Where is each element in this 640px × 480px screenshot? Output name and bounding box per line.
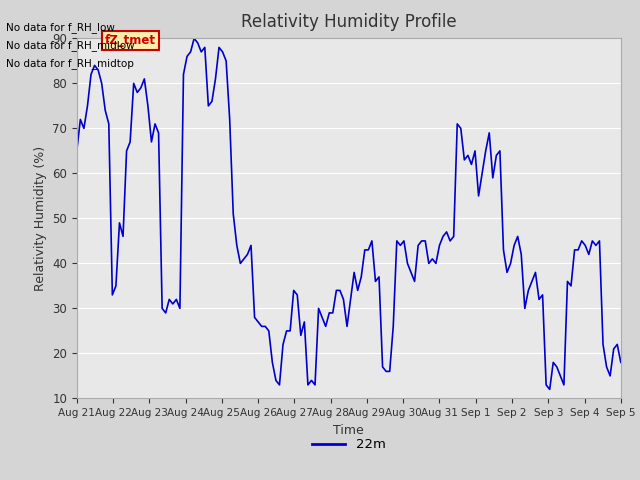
Y-axis label: Relativity Humidity (%): Relativity Humidity (%): [34, 146, 47, 291]
Text: No data for f_RH_midlow: No data for f_RH_midlow: [6, 40, 135, 51]
Text: No data for f_RH_low: No data for f_RH_low: [6, 22, 115, 33]
Title: Relativity Humidity Profile: Relativity Humidity Profile: [241, 13, 456, 31]
Text: No data for f_RH_midtop: No data for f_RH_midtop: [6, 58, 134, 69]
X-axis label: Time: Time: [333, 424, 364, 437]
Text: fZ_tmet: fZ_tmet: [105, 34, 156, 47]
Legend: 22m: 22m: [307, 433, 391, 456]
